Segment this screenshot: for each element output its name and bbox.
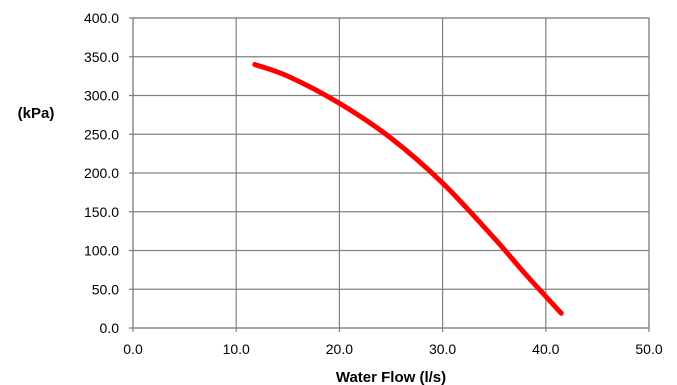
x-axis-title: Water Flow (l/s) [336, 369, 446, 385]
x-tick-label: 10.0 [223, 341, 250, 357]
y-tick-label: 100.0 [84, 243, 119, 259]
grid [129, 17, 650, 332]
x-tick-label: 40.0 [532, 341, 559, 357]
y-tick-label: 50.0 [92, 281, 119, 297]
x-tick-label: 50.0 [635, 341, 662, 357]
series-line [252, 62, 564, 316]
tick-labels: 0.0 10.0 20.0 30.0 40.0 50.0 0.0 50.0 100.0 150.0… [84, 10, 663, 357]
y-tick-label: 200.0 [84, 165, 119, 181]
y-tick-label: 0.0 [100, 320, 120, 336]
y-axis-title: (kPa) [18, 105, 55, 122]
x-tick-label: 30.0 [429, 341, 456, 357]
y-tick-label: 150.0 [84, 204, 119, 220]
series-layer [252, 62, 564, 316]
y-tick-label: 350.0 [84, 49, 119, 65]
y-tick-label: 250.0 [84, 126, 119, 142]
x-tick-label: 0.0 [123, 341, 143, 357]
y-tick-label: 400.0 [84, 10, 119, 26]
x-tick-label: 20.0 [326, 341, 353, 357]
y-tick-label: 300.0 [84, 88, 119, 104]
plot-frame [132, 17, 650, 329]
